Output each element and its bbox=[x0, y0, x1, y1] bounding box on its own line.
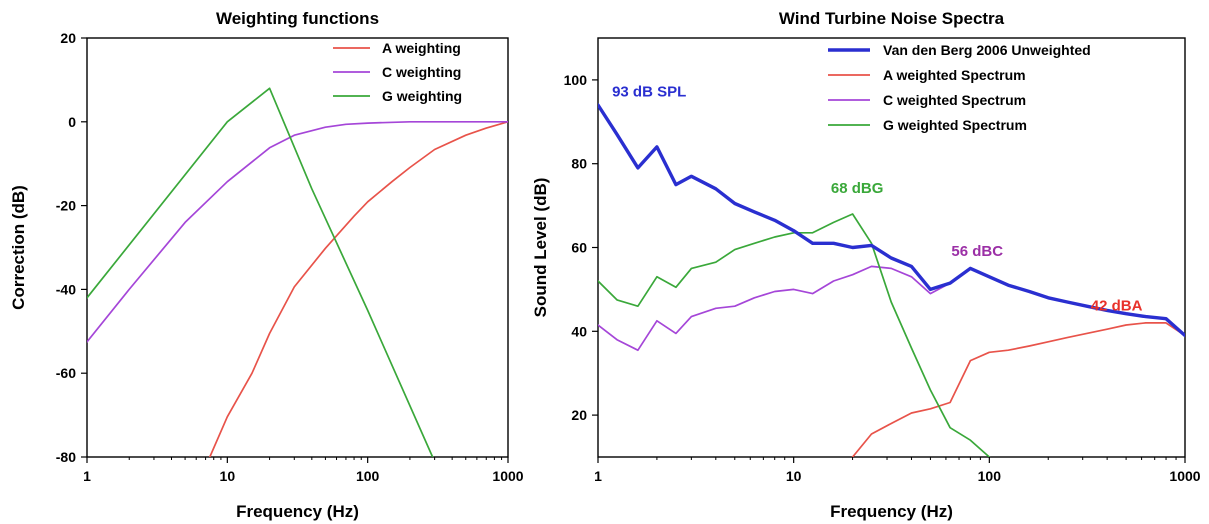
plot-area bbox=[598, 103, 1185, 457]
x-tick-label: 100 bbox=[978, 468, 1002, 484]
y-tick-label: 20 bbox=[571, 407, 587, 423]
series-line-1 bbox=[598, 103, 1185, 338]
y-tick-label: -80 bbox=[56, 449, 76, 465]
x-tick-label: 1000 bbox=[492, 468, 523, 484]
x-axis-label: Frequency (Hz) bbox=[830, 502, 953, 521]
y-axis-label: Correction (dB) bbox=[9, 185, 28, 310]
plot-frame bbox=[86, 37, 509, 458]
y-tick-label: -20 bbox=[56, 198, 76, 214]
legend: A weighting C weighting G weighting bbox=[333, 40, 462, 104]
series-line-1 bbox=[208, 120, 508, 457]
series-line-3 bbox=[87, 87, 434, 457]
y-tick-label: -40 bbox=[56, 281, 76, 297]
y-tick-label: 60 bbox=[571, 240, 587, 256]
y-axis-label: Sound Level (dB) bbox=[531, 178, 550, 318]
chart-title: Wind Turbine Noise Spectra bbox=[779, 9, 1005, 28]
x-tick-label: 10 bbox=[220, 468, 236, 484]
plot-area bbox=[87, 87, 508, 457]
y-tick-label: 0 bbox=[68, 114, 76, 130]
y-tick-label: 100 bbox=[564, 72, 588, 88]
chart-title: Weighting functions bbox=[216, 9, 379, 28]
y-tick-label: 40 bbox=[571, 323, 587, 339]
x-axis-label: Frequency (Hz) bbox=[236, 502, 359, 521]
x-tick-label: 1 bbox=[83, 468, 91, 484]
series-line-2 bbox=[851, 322, 1185, 457]
legend: Van den Berg 2006 Unweighted A weighted S… bbox=[828, 42, 1091, 133]
annotation-label: 68 dBG bbox=[831, 180, 884, 197]
chart-2: Wind Turbine Noise Spectra 1 10 100 1000 100 8… bbox=[531, 9, 1201, 521]
x-tick-label: 100 bbox=[356, 468, 380, 484]
annotation-label: 56 dBC bbox=[951, 243, 1003, 260]
legend-label: C weighting bbox=[382, 64, 461, 80]
legend-label: Van den Berg 2006 Unweighted bbox=[883, 42, 1091, 58]
chart-1: Weighting functions 1 10 100 1000 20 0 -20 -40 -6… bbox=[9, 9, 524, 521]
legend-label: G weighted Spectrum bbox=[883, 117, 1027, 133]
legend-label: A weighting bbox=[382, 40, 461, 56]
legend-label: C weighted Spectrum bbox=[883, 92, 1026, 108]
x-tick-label: 1 bbox=[594, 468, 602, 484]
series-line-4 bbox=[598, 213, 991, 457]
y-tick-label: 80 bbox=[571, 156, 587, 172]
y-tick-label: -60 bbox=[56, 365, 76, 381]
y-tick-label: 20 bbox=[60, 30, 76, 46]
x-tick-label: 10 bbox=[786, 468, 802, 484]
x-tick-label: 1000 bbox=[1169, 468, 1200, 484]
annotation-label: 93 dB SPL bbox=[612, 84, 686, 101]
annotation-label: 42 dBA bbox=[1091, 297, 1143, 314]
legend-label: G weighting bbox=[382, 88, 462, 104]
legend-label: A weighted Spectrum bbox=[883, 67, 1026, 83]
series-line-2 bbox=[87, 120, 508, 343]
